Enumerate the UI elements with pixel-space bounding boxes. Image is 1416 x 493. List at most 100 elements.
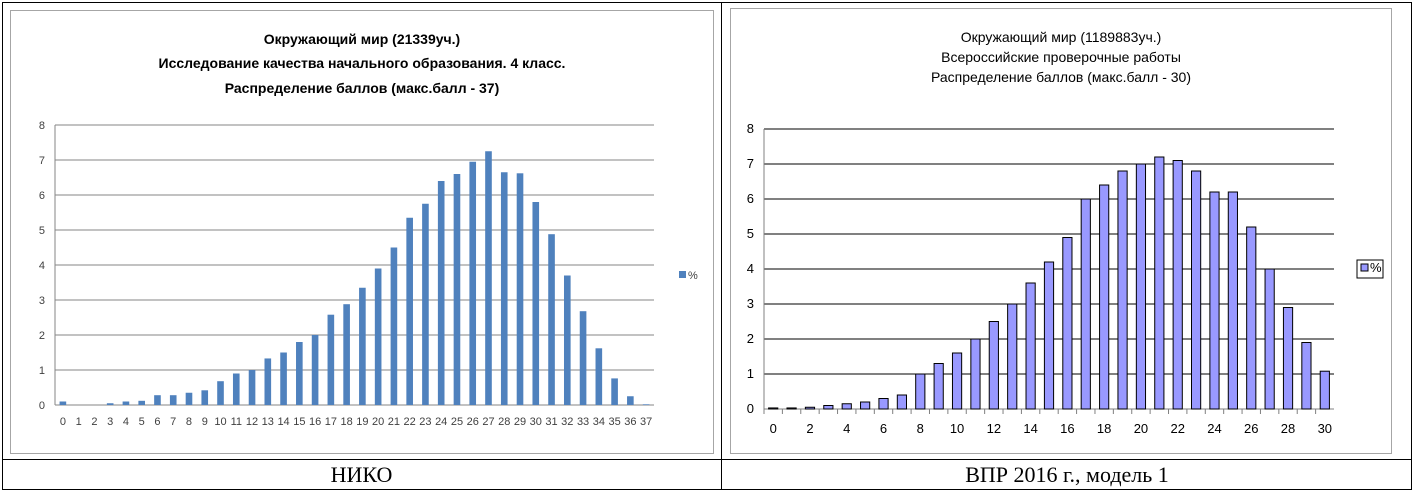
y-tick-label: 6	[747, 191, 754, 206]
bar	[1062, 237, 1073, 410]
bar	[896, 394, 908, 410]
legend-label: %	[1370, 260, 1382, 275]
bar	[485, 151, 492, 405]
bar	[359, 287, 366, 405]
bar	[327, 314, 335, 405]
x-tick-label: 20	[1134, 421, 1148, 436]
y-tick-label: 2	[747, 331, 754, 346]
bar	[611, 378, 618, 405]
legend-label: %	[688, 270, 698, 282]
x-tick-label: 22	[404, 416, 416, 428]
chart-title-line-1: Окружающий мир (21339уч.)	[263, 31, 461, 47]
x-tick-label: 9	[202, 416, 208, 428]
x-tick-label: 18	[1097, 421, 1111, 436]
x-tick-label: 28	[498, 416, 510, 428]
bar	[138, 400, 146, 405]
x-tick-label: 17	[325, 416, 337, 428]
y-tick-label: 8	[39, 120, 45, 132]
bar	[1099, 184, 1110, 410]
bar	[217, 381, 224, 405]
bar	[1301, 342, 1312, 410]
chart-title-line-3: Распределение баллов (макс.балл - 37)	[224, 80, 500, 96]
legend-swatch	[679, 271, 686, 278]
bar	[201, 390, 209, 405]
x-tick-label: 4	[123, 416, 129, 428]
chart-title-line-3: Распределение баллов (макс.балл - 30)	[930, 69, 1191, 85]
x-tick-label: 30	[530, 416, 542, 428]
y-tick-label: 1	[747, 366, 754, 381]
x-tick-label: 36	[624, 416, 636, 428]
bar	[1154, 156, 1165, 410]
y-tick-label: 7	[39, 155, 45, 167]
x-tick-label: 25	[451, 416, 463, 428]
x-tick-label: 34	[593, 416, 605, 428]
bar	[595, 348, 603, 405]
x-tick-label: 6	[154, 416, 160, 428]
x-tick-label: 32	[561, 416, 573, 428]
y-tick-label: 6	[39, 190, 45, 202]
bar	[627, 396, 634, 405]
x-tick-label: 33	[577, 416, 589, 428]
bar	[422, 203, 429, 405]
x-tick-label: 13	[262, 416, 274, 428]
x-tick-label: 23	[419, 416, 431, 428]
bar	[122, 401, 130, 405]
x-tick-label: 2	[91, 416, 97, 428]
x-tick-label: 24	[1207, 421, 1221, 436]
bar	[563, 275, 571, 405]
x-tick-label: 16	[1060, 421, 1074, 436]
x-tick-label: 30	[1318, 421, 1332, 436]
bar	[786, 407, 797, 410]
x-tick-label: 24	[435, 416, 447, 428]
y-tick-label: 5	[39, 225, 45, 237]
chart-title-line-2: Исследование качества начального образов…	[158, 55, 566, 71]
chart-title-line-1: Окружающий мир (1189883уч.)	[960, 29, 1162, 45]
x-tick-label: 19	[356, 416, 368, 428]
x-tick-label: 26	[1244, 421, 1258, 436]
y-tick-label: 1	[39, 365, 45, 377]
bar	[264, 358, 272, 405]
bar	[185, 392, 193, 405]
x-tick-label: 10	[214, 416, 226, 428]
bar	[406, 217, 413, 405]
x-tick-label: 0	[60, 416, 66, 428]
bar	[1209, 191, 1220, 410]
y-tick-label: 4	[747, 261, 754, 276]
y-tick-label: 7	[747, 156, 754, 171]
bar	[1135, 163, 1147, 410]
bar	[1043, 261, 1055, 410]
bar	[343, 304, 350, 405]
caption-right: ВПР 2016 г., модель 1	[965, 462, 1169, 487]
bar	[1227, 191, 1238, 410]
bar	[841, 403, 852, 410]
legend: %	[1356, 259, 1384, 279]
y-tick-label: 2	[39, 330, 45, 342]
bar	[1319, 370, 1330, 410]
bar	[988, 321, 999, 410]
legend-swatch	[1360, 263, 1369, 272]
x-tick-label: 10	[950, 421, 964, 436]
y-tick-label: 0	[39, 400, 45, 412]
bar	[1172, 160, 1183, 410]
bar	[59, 401, 67, 405]
chart-title-line-2: Всероссийские проверочные работы	[941, 49, 1181, 65]
bar	[1080, 198, 1091, 410]
bar	[579, 311, 587, 405]
legend: %	[679, 270, 698, 282]
bar	[154, 395, 161, 405]
table-divider-horizontal	[2, 459, 1412, 460]
x-tick-label: 11	[231, 416, 242, 428]
bar	[878, 398, 889, 410]
x-tick-label: 7	[170, 416, 176, 428]
y-tick-label: 3	[39, 295, 45, 307]
y-tick-label: 4	[39, 260, 45, 272]
bar	[106, 403, 114, 405]
x-tick-label: 14	[277, 416, 289, 428]
bar	[1025, 282, 1036, 410]
x-tick-label: 6	[880, 421, 887, 436]
bar	[768, 407, 779, 410]
x-tick-label: 4	[843, 421, 850, 436]
x-tick-label: 31	[545, 416, 557, 428]
y-tick-label: 3	[747, 296, 754, 311]
